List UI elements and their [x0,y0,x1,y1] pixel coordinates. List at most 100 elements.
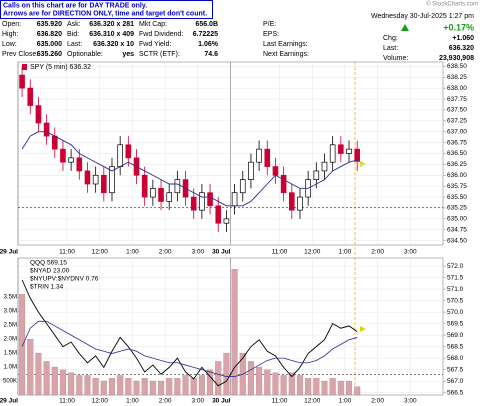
quote-value: 636.820 [37,31,62,38]
quote-value: 636.320 x 281 [89,21,134,28]
quote-value: 636.310 x 409 [89,31,134,38]
volume-bar [256,366,263,396]
volume-bar [247,361,254,396]
quote-label: SCTR (ETF): [139,51,180,58]
volume-bar [215,361,222,396]
x-tick-label: 3:00 [404,249,417,256]
y-tick-label: 635.00 [447,216,467,223]
moving-average [21,131,358,207]
quote-label: Low: [2,41,17,48]
x-tick-label: 12:00 [304,249,321,256]
candle-body [297,196,303,211]
volume-bar [305,378,312,396]
quote-label: Last: [67,41,82,48]
y-tick-label: 636.25 [447,161,467,168]
x-tick-label: 12:00 [304,398,321,405]
volume-bar [100,380,107,396]
candle-body [215,205,222,224]
volume-bar [337,380,344,396]
y-tick-label: 568.0 [447,355,464,362]
volume-bar [354,386,361,396]
volume-bar [223,352,230,396]
volume-bar [296,375,303,396]
quote-value: 74.6 [204,51,218,58]
quote-label: Fwd Yield: [139,41,171,48]
volume-bar [313,378,320,396]
quote-value: 635.920 [37,21,62,28]
volume-bar [345,380,353,396]
chart-legend: QQQ 569.15 [30,260,67,267]
x-tick-label: 11:00 [272,249,288,256]
candle-body [117,144,123,167]
quote-value: 656.0B [195,21,218,28]
candle-body [190,196,197,211]
volume-bar [125,378,132,396]
x-tick-label: 2:00 [371,398,384,405]
volume-bar [92,378,99,396]
volume-bar [59,369,66,396]
x-tick-label: 11:00 [59,398,75,405]
volume-bar [207,369,214,396]
change-pct: +0.17% [443,22,474,32]
volume-bar [272,372,279,396]
y-tick-label: 636.50 [447,150,467,157]
candle-body [166,192,173,202]
volume-bar [158,380,165,396]
y-tick-label: 571.5 [447,274,464,281]
candle-body [27,87,34,106]
y-tick-label: 636.00 [447,172,467,179]
candle-body [239,179,246,194]
x-tick-label: 11:00 [272,398,288,405]
y-tick-label: 635.25 [447,205,467,212]
candle-body [264,148,271,167]
quote-label: Ask: [67,21,81,28]
candle-body [248,161,254,180]
quote-value: 636.320 x 10 [93,41,134,48]
y-tick-label: 638.00 [447,85,467,92]
quote-label: Last Earnings: [263,41,308,48]
x-tick-label: 1:00 [339,398,352,405]
candle-body [346,148,352,154]
annotation-line: Calls on this chart are for DAY TRADE on… [3,2,147,9]
volume-bar [133,380,140,396]
x-tick-label: 3:00 [191,398,204,405]
x-tick-label: 29 Jul [0,398,18,405]
candle-body [125,144,132,159]
candle-body [321,161,328,172]
x-tick-label: 3:00 [404,398,417,405]
volume-bar [264,369,271,396]
candle-body [329,144,336,163]
volume-bar [280,375,287,396]
price-line [21,279,358,387]
candle-body [288,192,295,211]
quote-label: EPS: [263,31,279,38]
quote-value: 635.260 [37,51,62,58]
y-tick-label: 638.50 [447,63,467,70]
y-tick-label: 637.00 [447,128,467,135]
y-tick-label: 569.5 [447,320,464,327]
quote-label: Mkt Cap: [139,21,167,28]
x-tick-label: 30 Jul [212,398,231,405]
y-tick-label: 569.0 [447,332,464,339]
volume-tick-label: 2.0M [4,337,17,343]
x-tick-label: 30 Jul [212,249,231,256]
direction-arrow [360,161,366,167]
candle-body [272,166,279,176]
candle-body [101,174,107,194]
x-tick-label: 1:00 [126,398,139,405]
y-tick-label: 637.50 [447,107,467,114]
quote-label: Optionable: [67,51,103,58]
quote-label: Prev Close: [2,51,38,58]
quote-value: 635.000 [37,41,62,48]
volume-bar [149,380,156,396]
chart-legend: $NYAD 23.00 [30,268,70,275]
candle-body [68,157,74,163]
volume-bar [43,361,50,396]
status-label: Volume: [383,55,408,62]
volume-bar [174,378,181,396]
y-tick-label: 568.5 [447,343,464,350]
direction-arrow [360,326,366,332]
y-tick-label: 636.75 [447,139,467,146]
